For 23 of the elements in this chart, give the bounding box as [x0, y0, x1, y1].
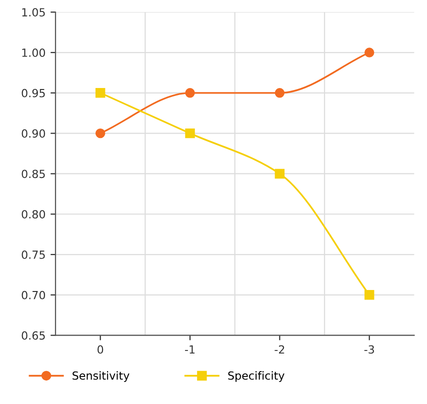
y-tick-label: 0.80	[22, 210, 46, 218]
y-tick-label: 1.00	[22, 48, 46, 57]
point	[364, 290, 374, 300]
y-tick-label: 0.70	[22, 290, 46, 300]
x-tick-label: -3	[364, 345, 374, 354]
x-tick-label: -2	[274, 345, 284, 354]
y-tick-label: 1.05	[22, 8, 45, 16]
legend-label: Sensitivity	[72, 371, 130, 382]
point	[274, 168, 285, 179]
y-tick-label: 0.65	[22, 331, 45, 340]
point	[95, 88, 106, 98]
y-tick-label: 0.75	[22, 250, 45, 259]
point	[185, 128, 195, 138]
legend-label: Specificity	[228, 371, 284, 382]
point	[364, 48, 374, 58]
x-tick-label: -1	[185, 345, 195, 354]
y-tick-label: 0.85	[22, 170, 45, 178]
x-tick-label: 0	[98, 345, 104, 354]
y-tick-label: 0.95	[22, 88, 45, 98]
point	[185, 88, 195, 98]
point	[95, 128, 106, 138]
y-tick-label: 0.90	[22, 129, 46, 138]
point	[274, 88, 285, 98]
